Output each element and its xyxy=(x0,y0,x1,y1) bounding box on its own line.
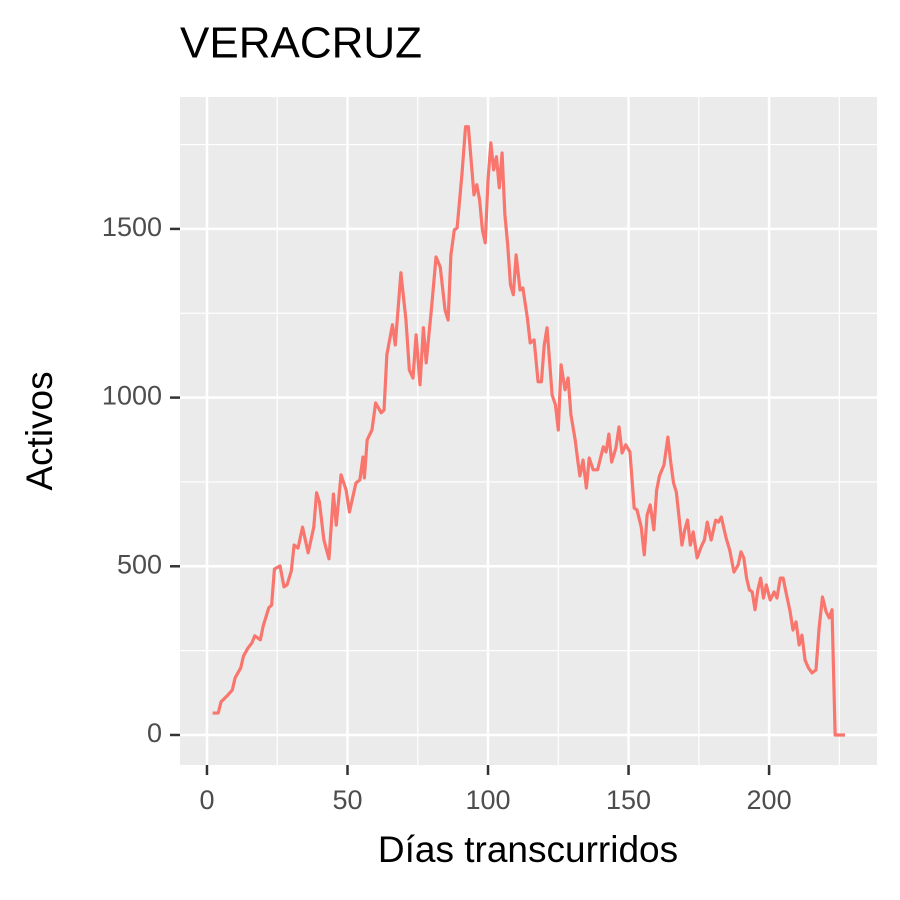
x-tick-label: 150 xyxy=(606,785,651,815)
y-tick-label: 1000 xyxy=(102,381,162,411)
y-tick-label: 1500 xyxy=(102,212,162,242)
x-tick-label: 200 xyxy=(747,785,792,815)
y-tick-label: 0 xyxy=(147,718,162,748)
panel xyxy=(180,97,877,765)
chart-title: VERACRUZ xyxy=(180,19,422,68)
x-axis-label: Días transcurridos xyxy=(378,829,678,870)
x-tick-label: 50 xyxy=(332,785,362,815)
y-axis-label: Activos xyxy=(19,371,60,490)
y-tick-label: 500 xyxy=(117,549,162,579)
data-line xyxy=(212,125,845,737)
x-tick-label: 0 xyxy=(199,785,214,815)
x-tick-label: 100 xyxy=(465,785,510,815)
